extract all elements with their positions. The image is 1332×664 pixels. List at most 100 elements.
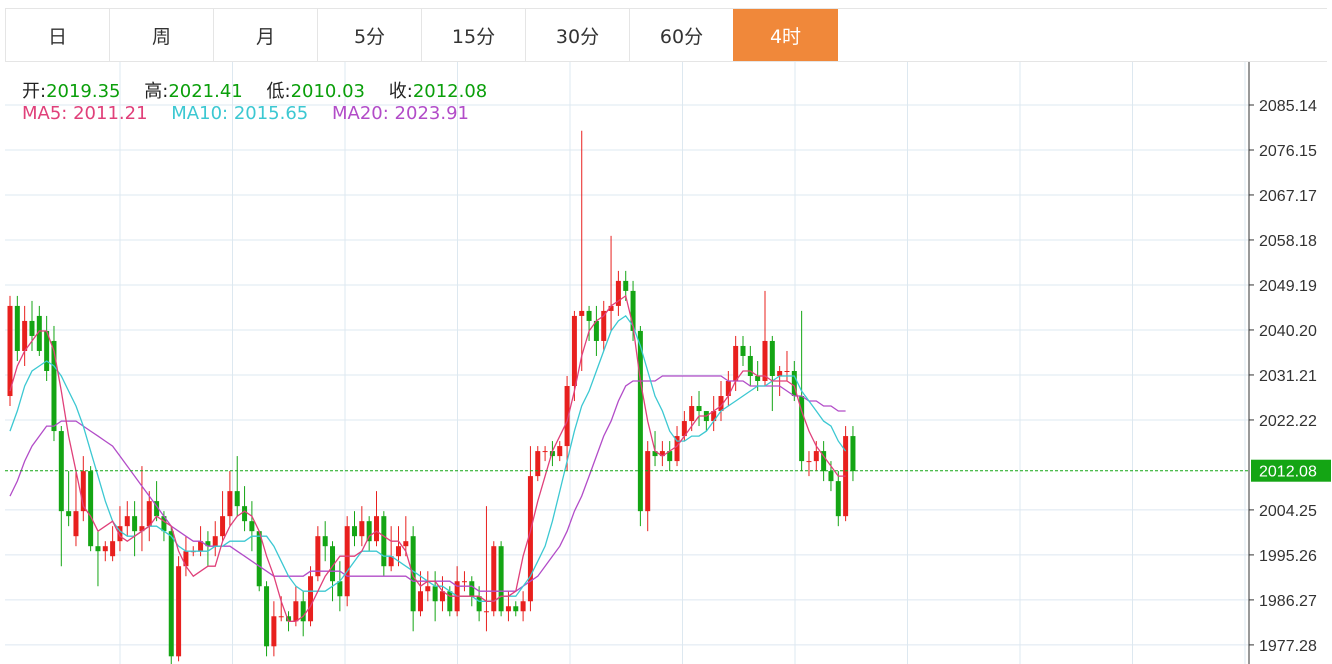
close-label: 收: <box>388 81 413 102</box>
candle-body <box>242 506 248 522</box>
tab-day[interactable]: 日 <box>5 9 110 61</box>
candle-body <box>227 491 233 517</box>
candle-body <box>681 421 687 437</box>
candle-body <box>330 546 336 582</box>
ma5-line <box>9 294 846 622</box>
tab-5min[interactable]: 5分 <box>317 9 422 61</box>
y-tick-label: 2004.25 <box>1259 503 1317 520</box>
candle-body <box>256 531 262 587</box>
candle-body <box>571 315 577 387</box>
candle-body <box>234 491 240 507</box>
candle-body <box>469 581 475 597</box>
tab-15min[interactable]: 15分 <box>421 9 526 61</box>
low-value: 2010.03 <box>290 81 366 102</box>
candle-body <box>278 616 284 618</box>
candle-body <box>212 536 218 547</box>
candle-body <box>828 471 834 482</box>
candle-body <box>29 320 35 336</box>
candle-body <box>388 556 394 567</box>
ma10-readout: MA10: 2015.65 <box>171 103 308 124</box>
tab-month[interactable]: 月 <box>213 9 318 61</box>
candle-body <box>623 280 629 291</box>
candle-body <box>718 396 724 412</box>
y-tick-label: 2040.20 <box>1259 323 1317 340</box>
last-price-label: 2012.08 <box>1259 464 1317 481</box>
ma10-value: 2015.65 <box>233 103 309 124</box>
candle-body <box>601 310 607 341</box>
candle-body <box>762 340 768 382</box>
candle-body <box>520 601 526 612</box>
candle-body <box>557 446 563 457</box>
candle-body <box>513 606 519 612</box>
candle-body <box>337 581 343 597</box>
candle-body <box>51 340 57 432</box>
candle-body <box>491 546 497 612</box>
candle-body <box>44 330 50 371</box>
ma10-label: MA10: <box>171 103 229 124</box>
candle-body <box>410 536 416 612</box>
candle-body <box>315 536 321 577</box>
ohlc-readout: 开:2019.35 高:2021.41 低:2010.03 收:2012.08 <box>22 77 505 103</box>
candle-body <box>696 406 702 412</box>
candle-body <box>300 601 306 622</box>
ma10-line <box>9 315 847 602</box>
candle-body <box>359 521 365 537</box>
candle-body <box>110 541 116 557</box>
candle-body <box>139 526 145 532</box>
candle-body <box>95 546 101 552</box>
low-label: 低: <box>266 81 291 102</box>
candle-body <box>395 546 401 557</box>
y-tick-label: 2031.21 <box>1259 368 1317 385</box>
tab-30min[interactable]: 30分 <box>525 9 630 61</box>
candle-body <box>527 476 533 602</box>
y-tick-label: 2022.22 <box>1259 413 1317 430</box>
candle-body <box>117 526 123 542</box>
candle-body <box>461 581 467 583</box>
candle-body <box>14 305 20 351</box>
candle-body <box>674 436 680 462</box>
candle-body <box>645 451 651 512</box>
ma5-label: MA5: <box>22 103 68 124</box>
candle-body <box>352 526 358 537</box>
candle-body <box>88 471 94 547</box>
ma5-readout: MA5: 2011.21 <box>22 103 148 124</box>
ma5-value: 2011.21 <box>73 103 148 124</box>
candle-body <box>755 376 761 382</box>
timeframe-tabs: 日 周 月 5分 15分 30分 60分 4时 <box>5 8 1327 62</box>
candle-body <box>439 591 445 602</box>
candle-body <box>725 381 731 397</box>
ma-readout: MA5: 2011.21 MA10: 2015.65 MA20: 2023.91 <box>22 103 469 124</box>
candle-body <box>799 396 805 462</box>
candlestick-chart[interactable]: 2085.14 2076.15 2067.17 2058.18 2049.19 2040.… <box>0 62 1332 664</box>
tab-60min[interactable]: 60分 <box>629 9 734 61</box>
candle-body <box>344 526 350 597</box>
candle-body <box>740 345 746 356</box>
candle-body <box>637 330 643 512</box>
candle-body <box>579 310 585 316</box>
candle-body <box>564 386 570 447</box>
candle-body <box>747 355 753 377</box>
candle-body <box>124 516 130 527</box>
tab-4hour[interactable]: 4时 <box>733 9 838 61</box>
candle-body <box>425 586 431 592</box>
candle-body <box>615 280 621 306</box>
candle-body <box>168 531 174 657</box>
candle-body <box>154 501 160 517</box>
ma20-label: MA20: <box>332 103 389 124</box>
candle-body <box>7 305 13 397</box>
ma20-value: 2023.91 <box>394 103 469 124</box>
y-tick-label: 2076.15 <box>1259 143 1317 160</box>
candle-body <box>66 511 72 517</box>
candle-body <box>689 406 695 422</box>
candle-body <box>784 370 790 372</box>
y-tick-label: 1977.28 <box>1259 638 1317 655</box>
candle-body <box>403 541 409 547</box>
candle-body <box>630 290 636 331</box>
candle-body <box>711 411 717 422</box>
candle-body <box>432 586 438 602</box>
open-label: 开: <box>22 81 47 102</box>
candle-body <box>374 516 379 542</box>
ma20-readout: MA20: 2023.91 <box>332 103 469 124</box>
candle-body <box>447 591 453 612</box>
tab-week[interactable]: 周 <box>109 9 214 61</box>
